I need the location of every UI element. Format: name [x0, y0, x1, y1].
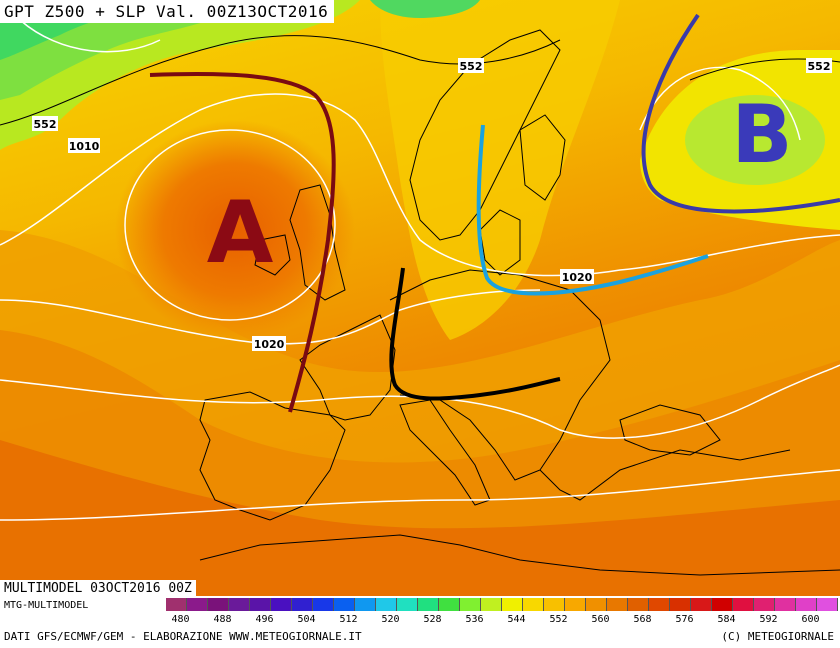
legend-tick-label: 544 — [507, 614, 526, 625]
legend-swatch — [775, 598, 796, 611]
contour-label-552-nw: 552 — [34, 118, 57, 131]
legend-swatch — [649, 598, 670, 611]
legend-swatch — [481, 598, 502, 611]
legend-swatch — [271, 598, 292, 611]
isobar-label-1010: 1010 — [69, 140, 100, 153]
isobar-label-1020-west: 1020 — [254, 338, 285, 351]
copyright-notice: (C) METEOGIORNALE — [721, 630, 834, 643]
ridge-axis-line — [149, 72, 336, 413]
legend-swatch — [607, 598, 628, 611]
legend-swatch — [313, 598, 334, 611]
legend-tick-label: 592 — [759, 614, 778, 625]
map-title: GPT Z500 + SLP Val. 00Z13OCT2016 — [0, 0, 335, 23]
legend-tick-label: 488 — [213, 614, 232, 625]
trough-axis-line-blue — [641, 13, 840, 214]
contour-label-552-ne: 552 — [808, 60, 831, 73]
legend-tick-label: 520 — [381, 614, 400, 625]
legend-swatch — [439, 598, 460, 611]
isobar-label-1020-east: 1020 — [562, 271, 593, 284]
legend-tick-label: 512 — [339, 614, 358, 625]
legend-swatch — [817, 598, 838, 611]
legend-swatch — [208, 598, 229, 611]
contour-label-552-nw-group: 552 — [32, 116, 58, 131]
legend-tick-label: 560 — [591, 614, 610, 625]
legend-swatch — [712, 598, 733, 611]
legend-tick-label: 536 — [465, 614, 484, 625]
field-trough-north — [370, 0, 480, 18]
high-core-field — [115, 120, 355, 340]
legend-swatch — [544, 598, 565, 611]
legend-model-name: MTG-MULTIMODEL — [4, 600, 89, 611]
legend-tick-label: 600 — [801, 614, 820, 625]
trough-axis-line-black — [389, 267, 561, 401]
legend-tick-label: 576 — [675, 614, 694, 625]
contour-label-552-north: 552 — [460, 60, 483, 73]
legend-swatch — [355, 598, 376, 611]
legend-swatch — [334, 598, 355, 611]
isobar-label-1020-west-group: 1020 — [252, 336, 286, 351]
legend-swatch — [418, 598, 439, 611]
isobar-label-1020-east-group: 1020 — [560, 269, 594, 284]
legend-tick-label: 504 — [297, 614, 316, 625]
legend-swatch — [397, 598, 418, 611]
isobars — [0, 19, 840, 521]
legend-swatch — [565, 598, 586, 611]
legend-swatch — [460, 598, 481, 611]
legend-swatch — [292, 598, 313, 611]
legend-tick-label: 496 — [255, 614, 274, 625]
field-low-ne-core — [685, 95, 825, 185]
legend-swatch — [796, 598, 817, 611]
legend-swatch — [754, 598, 775, 611]
high-pressure-marker: A — [207, 183, 274, 283]
legend-color-bar — [166, 598, 838, 611]
legend-swatch — [250, 598, 271, 611]
legend-tick-label: 480 — [171, 614, 190, 625]
legend-swatch — [502, 598, 523, 611]
legend-swatch — [523, 598, 544, 611]
trough-axis-line-cyan — [476, 124, 709, 296]
contour-label-552-ne-group: 552 — [806, 58, 832, 73]
run-label: MULTIMODEL 03OCT2016 00Z — [0, 580, 196, 597]
legend-swatch — [670, 598, 691, 611]
legend-tick-labels: 480 488 496 504 512 520 528 536 544 552 560 568 576 5… — [166, 614, 838, 628]
legend-swatch — [733, 598, 754, 611]
legend-tick-label: 552 — [549, 614, 568, 625]
legend-swatch — [376, 598, 397, 611]
legend-swatch — [628, 598, 649, 611]
low-pressure-marker: B — [732, 88, 793, 181]
legend-tick-label: 568 — [633, 614, 652, 625]
legend-swatch — [691, 598, 712, 611]
color-legend: MTG-MULTIMODEL 480 488 496 504 512 520 528 536 5… — [0, 596, 840, 648]
legend-swatch — [586, 598, 607, 611]
data-credits: DATI GFS/ECMWF/GEM - ELABORAZIONE WWW.ME… — [4, 630, 362, 643]
legend-swatch — [229, 598, 250, 611]
legend-swatch — [187, 598, 208, 611]
isobar-label-1010-group: 1010 — [68, 138, 100, 153]
legend-swatch — [166, 598, 187, 611]
coastlines — [199, 29, 840, 576]
legend-tick-label: 584 — [717, 614, 736, 625]
legend-tick-label: 528 — [423, 614, 442, 625]
contour-label-552-north-group: 552 — [458, 58, 484, 73]
